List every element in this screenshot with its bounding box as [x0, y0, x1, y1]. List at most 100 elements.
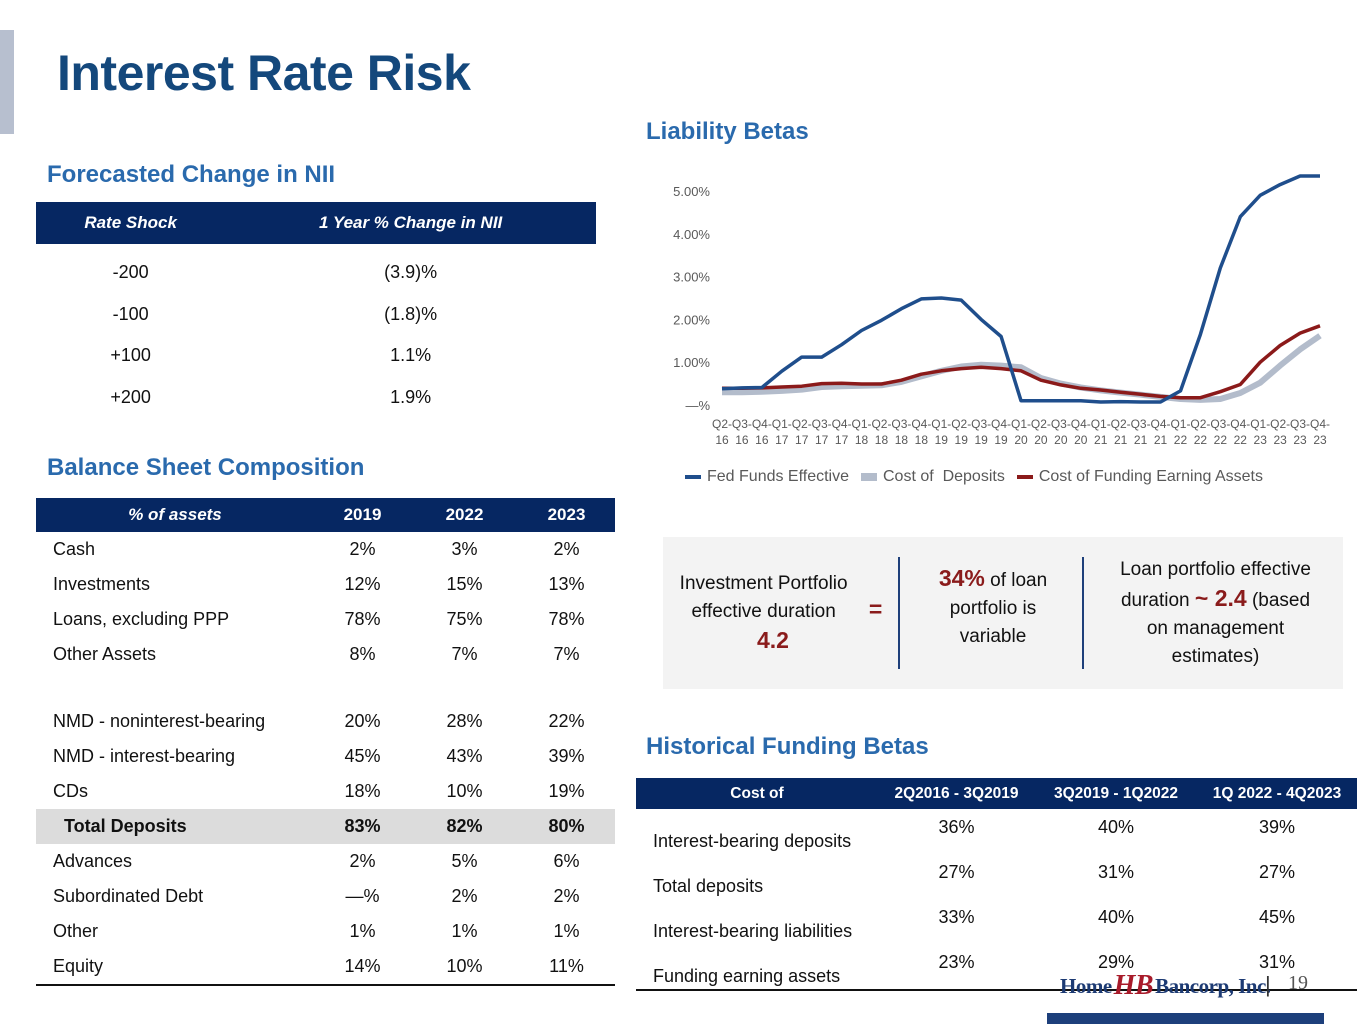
x-tick-label: Q1-22 [1170, 417, 1190, 447]
cell-2023: 11% [518, 949, 615, 986]
series-line-cost-of-funding-earning-assets [722, 324, 1321, 400]
y-tick-label: 4.00% [673, 227, 710, 242]
x-tick-label: Q4-21 [1151, 417, 1171, 447]
variable-loan-text: variable [959, 625, 1027, 647]
table-row: NMD - interest-bearing 45% 43% 39% [36, 739, 615, 774]
chart-legend: Fed Funds Effective Cost of Deposits Cos… [685, 468, 1275, 486]
footer-separator: | [1265, 972, 1271, 997]
table-row: +100 1.1% [36, 335, 596, 377]
x-tick-label: Q2-22 [1190, 417, 1210, 447]
nii-section-title: Forecasted Change in NII [47, 161, 336, 188]
table-row: NMD - noninterest-bearing 20% 28% 22% [36, 704, 615, 739]
legend-item-cost-of-funding: Cost of Funding Earning Assets [1016, 468, 1263, 486]
loan-duration-callout: Loan portfolio effective duration ~ 2.4 … [1088, 537, 1343, 689]
cell-2019: 83% [314, 809, 411, 844]
cell-2022: 75% [446, 609, 483, 629]
legend-item-cost-of-deposits: Cost of Deposits [861, 468, 1005, 486]
x-tick-label: Q1-21 [1091, 417, 1111, 447]
cell-2022: 82% [411, 809, 518, 844]
legend-swatch-cost-of-funding [1016, 475, 1033, 479]
bs-header-2019: 2019 [314, 498, 411, 532]
x-tick-label: Q3-16 [732, 417, 752, 447]
duration-callout: Investment Portfolio effective duration … [663, 537, 1343, 689]
x-tick-label: Q2-23 [1270, 417, 1290, 447]
legend-swatch-cost-of-deposits [861, 473, 877, 481]
cell-2022: 1% [451, 921, 478, 941]
cell-2019: 20% [344, 711, 381, 731]
cell-2019: 2% [349, 851, 376, 871]
nii-change-cell: 1.1% [390, 345, 432, 366]
cell-2022: 15% [446, 574, 483, 594]
x-tick-label: Q4-20 [1071, 417, 1091, 447]
cell-2023: 1% [553, 921, 580, 941]
cell-period-3: 31% [1197, 944, 1357, 991]
y-tick-label: 1.00% [673, 355, 710, 370]
x-tick-label: Q3-19 [971, 417, 991, 447]
nii-header-rate-shock: Rate Shock [36, 202, 226, 244]
legend-label: Fed Funds Effective [707, 468, 849, 485]
bs-header-2022: 2022 [411, 498, 518, 532]
table-row: +200 1.9% [36, 377, 596, 419]
row-label: Cash [53, 539, 96, 559]
liability-betas-chart: —% 1.00% 2.00% 3.00% 4.00% 5.00% Q2-16 Q3-16 Q4-… [640, 160, 1360, 500]
x-tick-label: Q3-17 [812, 417, 832, 447]
loan-duration-text: (based [1246, 589, 1311, 611]
cell-2019: 8% [349, 644, 376, 664]
x-tick-label: Q4-18 [911, 417, 931, 447]
logo-text-home: Home [1060, 973, 1112, 998]
rate-shock-cell: -200 [112, 262, 149, 283]
investment-duration-callout: Investment Portfolio effective duration … [663, 537, 883, 689]
row-label: Total Deposits [36, 809, 314, 844]
cell-2023: 2% [553, 539, 580, 559]
x-tick-label: Q3-22 [1210, 417, 1230, 447]
x-tick-label: Q2-17 [792, 417, 812, 447]
x-tick-label: Q1-19 [931, 417, 951, 447]
variable-loan-callout: 34% of loan portfolio is variable [903, 531, 1083, 683]
cell-2023: 2% [553, 886, 580, 906]
x-tick-label: Q4-22 [1230, 417, 1250, 447]
cell-2023: 13% [548, 574, 585, 594]
nii-table: Rate Shock 1 Year % Change in NII -200 (3… [36, 202, 596, 418]
row-label: NMD - noninterest-bearing [53, 711, 266, 731]
row-label: CDs [53, 781, 88, 801]
x-tick-label: Q3-21 [1131, 417, 1151, 447]
x-tick-label: Q3-20 [1051, 417, 1071, 447]
legend-swatch-fed-funds [685, 475, 701, 479]
series-line-fed-funds-effective [721, 174, 1320, 404]
logo-text-bancorp: Bancorp, Inc. [1155, 973, 1271, 998]
nii-change-cell: (1.8)% [384, 303, 438, 324]
row-label: Investments [53, 574, 151, 594]
cell-2019: 18% [344, 781, 381, 801]
cell-2022: 28% [446, 711, 483, 731]
cell-period-1: 23% [878, 944, 1035, 991]
table-row: -100 (1.8)% [36, 294, 596, 336]
legend-item-fed-funds: Fed Funds Effective [685, 468, 849, 486]
rate-shock-cell: +100 [110, 345, 151, 366]
loan-duration-text: estimates) [1171, 645, 1260, 667]
variable-loan-text: of loan [984, 569, 1048, 591]
row-label: Other [53, 921, 99, 941]
bs-header-label: % of assets [36, 498, 314, 532]
rate-shock-cell: -100 [112, 303, 149, 324]
row-label: Funding earning assets [636, 944, 878, 991]
cell-2023: 22% [548, 711, 585, 731]
cell-period-3: 27% [1258, 862, 1296, 882]
table-row: Other Assets 8% 7% 7% [36, 637, 615, 672]
x-tick-label: Q4-17 [832, 417, 852, 447]
cell-period-1: 27% [938, 862, 975, 882]
table-row: Interest-bearing deposits 36% 40% 39% [636, 809, 1357, 854]
row-label: NMD - interest-bearing [53, 746, 236, 766]
balance-sheet-section-title: Balance Sheet Composition [47, 454, 365, 481]
y-tick-label: 5.00% [673, 184, 710, 199]
cell-2022: 7% [451, 644, 478, 664]
row-label: Equity [36, 949, 314, 986]
cell-2022: 43% [446, 746, 483, 766]
loan-duration-value: ~ 2.4 [1194, 584, 1247, 611]
chart-plot-area: —%1.00%2.00%3.00%4.00%5.00%Q2-16Q3-16Q4-… [673, 174, 1330, 447]
cell-2022: 10% [446, 781, 483, 801]
investment-duration-value: 4.2 [757, 626, 789, 653]
page-number: 19 [1288, 972, 1308, 994]
nii-header-change: 1 Year % Change in NII [225, 202, 596, 244]
y-tick-label: 3.00% [673, 270, 710, 285]
cell-2022: 10% [411, 949, 518, 986]
